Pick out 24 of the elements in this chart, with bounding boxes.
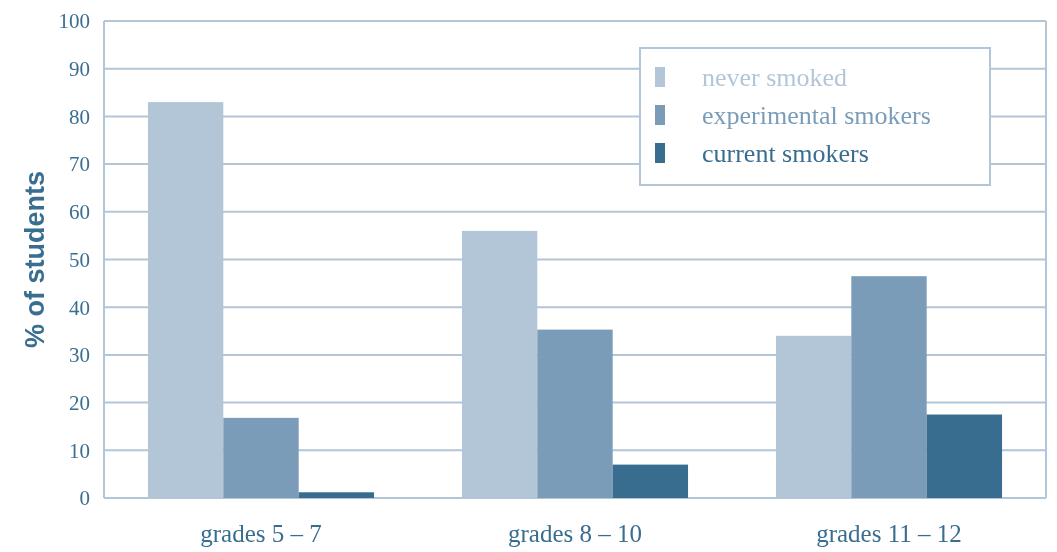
y-tick-label: 90	[69, 57, 90, 82]
legend-label: experimental smokers	[702, 101, 931, 130]
bar	[851, 276, 927, 498]
y-tick-label: 70	[69, 152, 90, 177]
y-tick-label: 30	[69, 343, 90, 368]
x-tick-label: grades 5 – 7	[200, 520, 322, 547]
x-tick-label: grades 11 – 12	[816, 520, 962, 547]
bar	[537, 329, 613, 498]
y-tick-label: 10	[69, 438, 90, 463]
bar	[223, 417, 299, 498]
y-tick-label: 40	[69, 295, 90, 320]
bar	[298, 492, 375, 498]
legend-label: current smokers	[702, 139, 869, 168]
x-tick-label: grades 8 – 10	[508, 520, 642, 547]
y-tick-label: 0	[79, 486, 90, 511]
bar	[612, 464, 689, 498]
y-tick-label: 100	[58, 9, 90, 34]
y-tick-label: 20	[69, 390, 90, 415]
y-tick-label: 60	[69, 200, 90, 225]
y-tick-label: 80	[69, 104, 90, 129]
bar	[926, 414, 1003, 498]
y-tick-label: 50	[69, 247, 90, 272]
legend-label: never smoked	[702, 63, 848, 92]
y-axis-title: % of students	[20, 170, 50, 349]
